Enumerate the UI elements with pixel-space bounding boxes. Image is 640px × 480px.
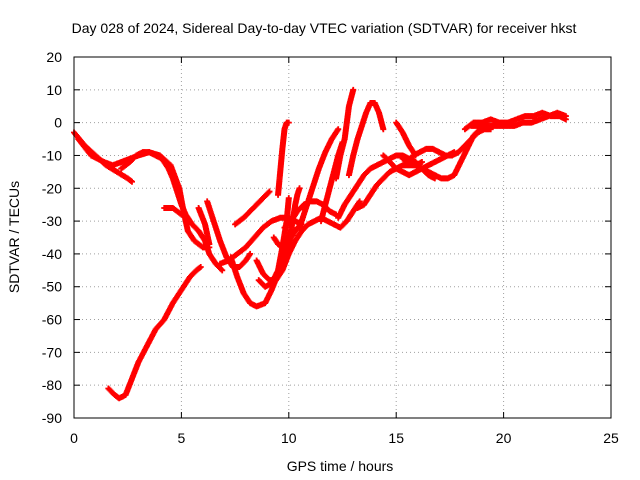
data-point [206, 241, 213, 248]
y-tick-label: -40 [42, 246, 62, 262]
series-arc-7 [195, 204, 213, 248]
series-arc-14 [275, 119, 292, 198]
series-arc-16 [296, 126, 342, 231]
data-point [265, 189, 272, 196]
y-tick-label: 0 [54, 115, 62, 131]
y-tick-label: -90 [42, 410, 62, 426]
x-tick-label: 25 [603, 430, 619, 446]
data-point [128, 178, 135, 185]
series-arc-27 [468, 109, 569, 129]
y-tick-label: -80 [42, 377, 62, 393]
y-tick-label: -30 [42, 213, 62, 229]
y-axis-label: SDTVAR / TECUs [6, 181, 22, 293]
x-tick-label: 10 [281, 430, 297, 446]
series-arc-11 [232, 188, 273, 228]
series-arc-25 [393, 119, 419, 159]
y-tick-label: -10 [42, 147, 62, 163]
data-point [562, 113, 569, 120]
data-point [178, 211, 185, 218]
data-point [266, 188, 273, 195]
x-tick-label: 0 [70, 430, 78, 446]
series-arc-24 [399, 126, 483, 182]
x-tick-label: 20 [496, 430, 512, 446]
x-tick-label: 5 [178, 430, 186, 446]
data-point [247, 250, 254, 257]
data-point [412, 152, 419, 159]
y-tick-label: 20 [46, 49, 62, 65]
chart-title: Day 028 of 2024, Sidereal Day-to-day VTE… [72, 20, 577, 36]
y-tick-label: -70 [42, 344, 62, 360]
series-arc-20 [333, 86, 357, 182]
y-tick-label: -60 [42, 312, 62, 328]
data-point [356, 198, 363, 205]
data-point [418, 159, 425, 166]
data-point [218, 266, 225, 273]
data-point [350, 86, 357, 93]
series-arc-19 [345, 99, 387, 179]
axis-ticks: 0 5 10 15 20 25 20 10 0 -10 -20 -30 -40 -50 -60 -70 -80 -… [42, 49, 619, 446]
data-point [285, 195, 292, 202]
data-point [380, 126, 387, 133]
x-axis-label: GPS time / hours [287, 458, 394, 474]
y-tick-label: 10 [46, 82, 62, 98]
y-tick-label: -50 [42, 279, 62, 295]
series-arc-3 [105, 264, 204, 402]
data-point [296, 185, 303, 192]
x-tick-label: 15 [388, 430, 404, 446]
data-point [285, 119, 292, 126]
series-arc-5 [161, 204, 185, 218]
series-arc-4 [118, 149, 226, 274]
data-point [219, 267, 226, 274]
data-point [197, 264, 204, 271]
plot-border [73, 56, 612, 419]
y-tick-label: -20 [42, 180, 62, 196]
data-point [335, 126, 342, 133]
data-series [71, 86, 569, 402]
